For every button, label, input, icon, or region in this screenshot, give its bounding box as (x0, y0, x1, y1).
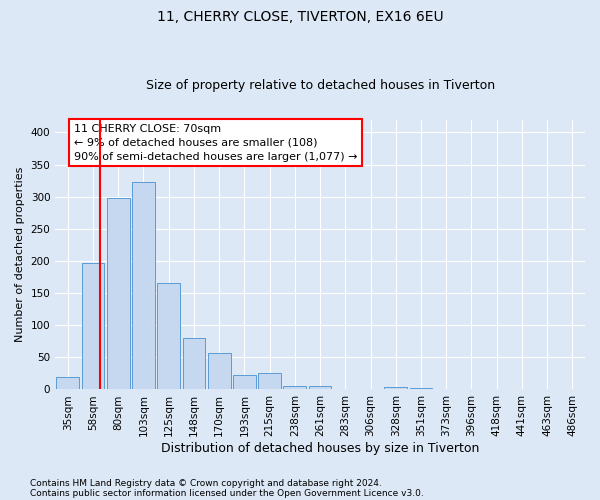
Bar (309, 386, 331, 390)
Bar (107, 198, 130, 390)
Text: 11 CHERRY CLOSE: 70sqm
← 9% of detached houses are smaller (108)
90% of semi-det: 11 CHERRY CLOSE: 70sqm ← 9% of detached … (74, 124, 357, 162)
Bar (132, 182, 155, 390)
Bar (157, 284, 180, 390)
Y-axis label: Number of detached properties: Number of detached properties (15, 167, 25, 342)
Text: 11, CHERRY CLOSE, TIVERTON, EX16 6EU: 11, CHERRY CLOSE, TIVERTON, EX16 6EU (157, 10, 443, 24)
Bar (410, 388, 433, 390)
Bar (385, 387, 407, 390)
Bar (283, 386, 306, 390)
X-axis label: Distribution of detached houses by size in Tiverton: Distribution of detached houses by size … (161, 442, 479, 455)
Bar (56, 376, 79, 390)
Bar (258, 374, 281, 390)
Text: Contains public sector information licensed under the Open Government Licence v3: Contains public sector information licen… (30, 488, 424, 498)
Bar (536, 389, 559, 390)
Title: Size of property relative to detached houses in Tiverton: Size of property relative to detached ho… (146, 79, 494, 92)
Bar (182, 338, 205, 390)
Bar (233, 376, 256, 390)
Bar (208, 353, 230, 390)
Text: Contains HM Land Registry data © Crown copyright and database right 2024.: Contains HM Land Registry data © Crown c… (30, 478, 382, 488)
Bar (82, 263, 104, 390)
